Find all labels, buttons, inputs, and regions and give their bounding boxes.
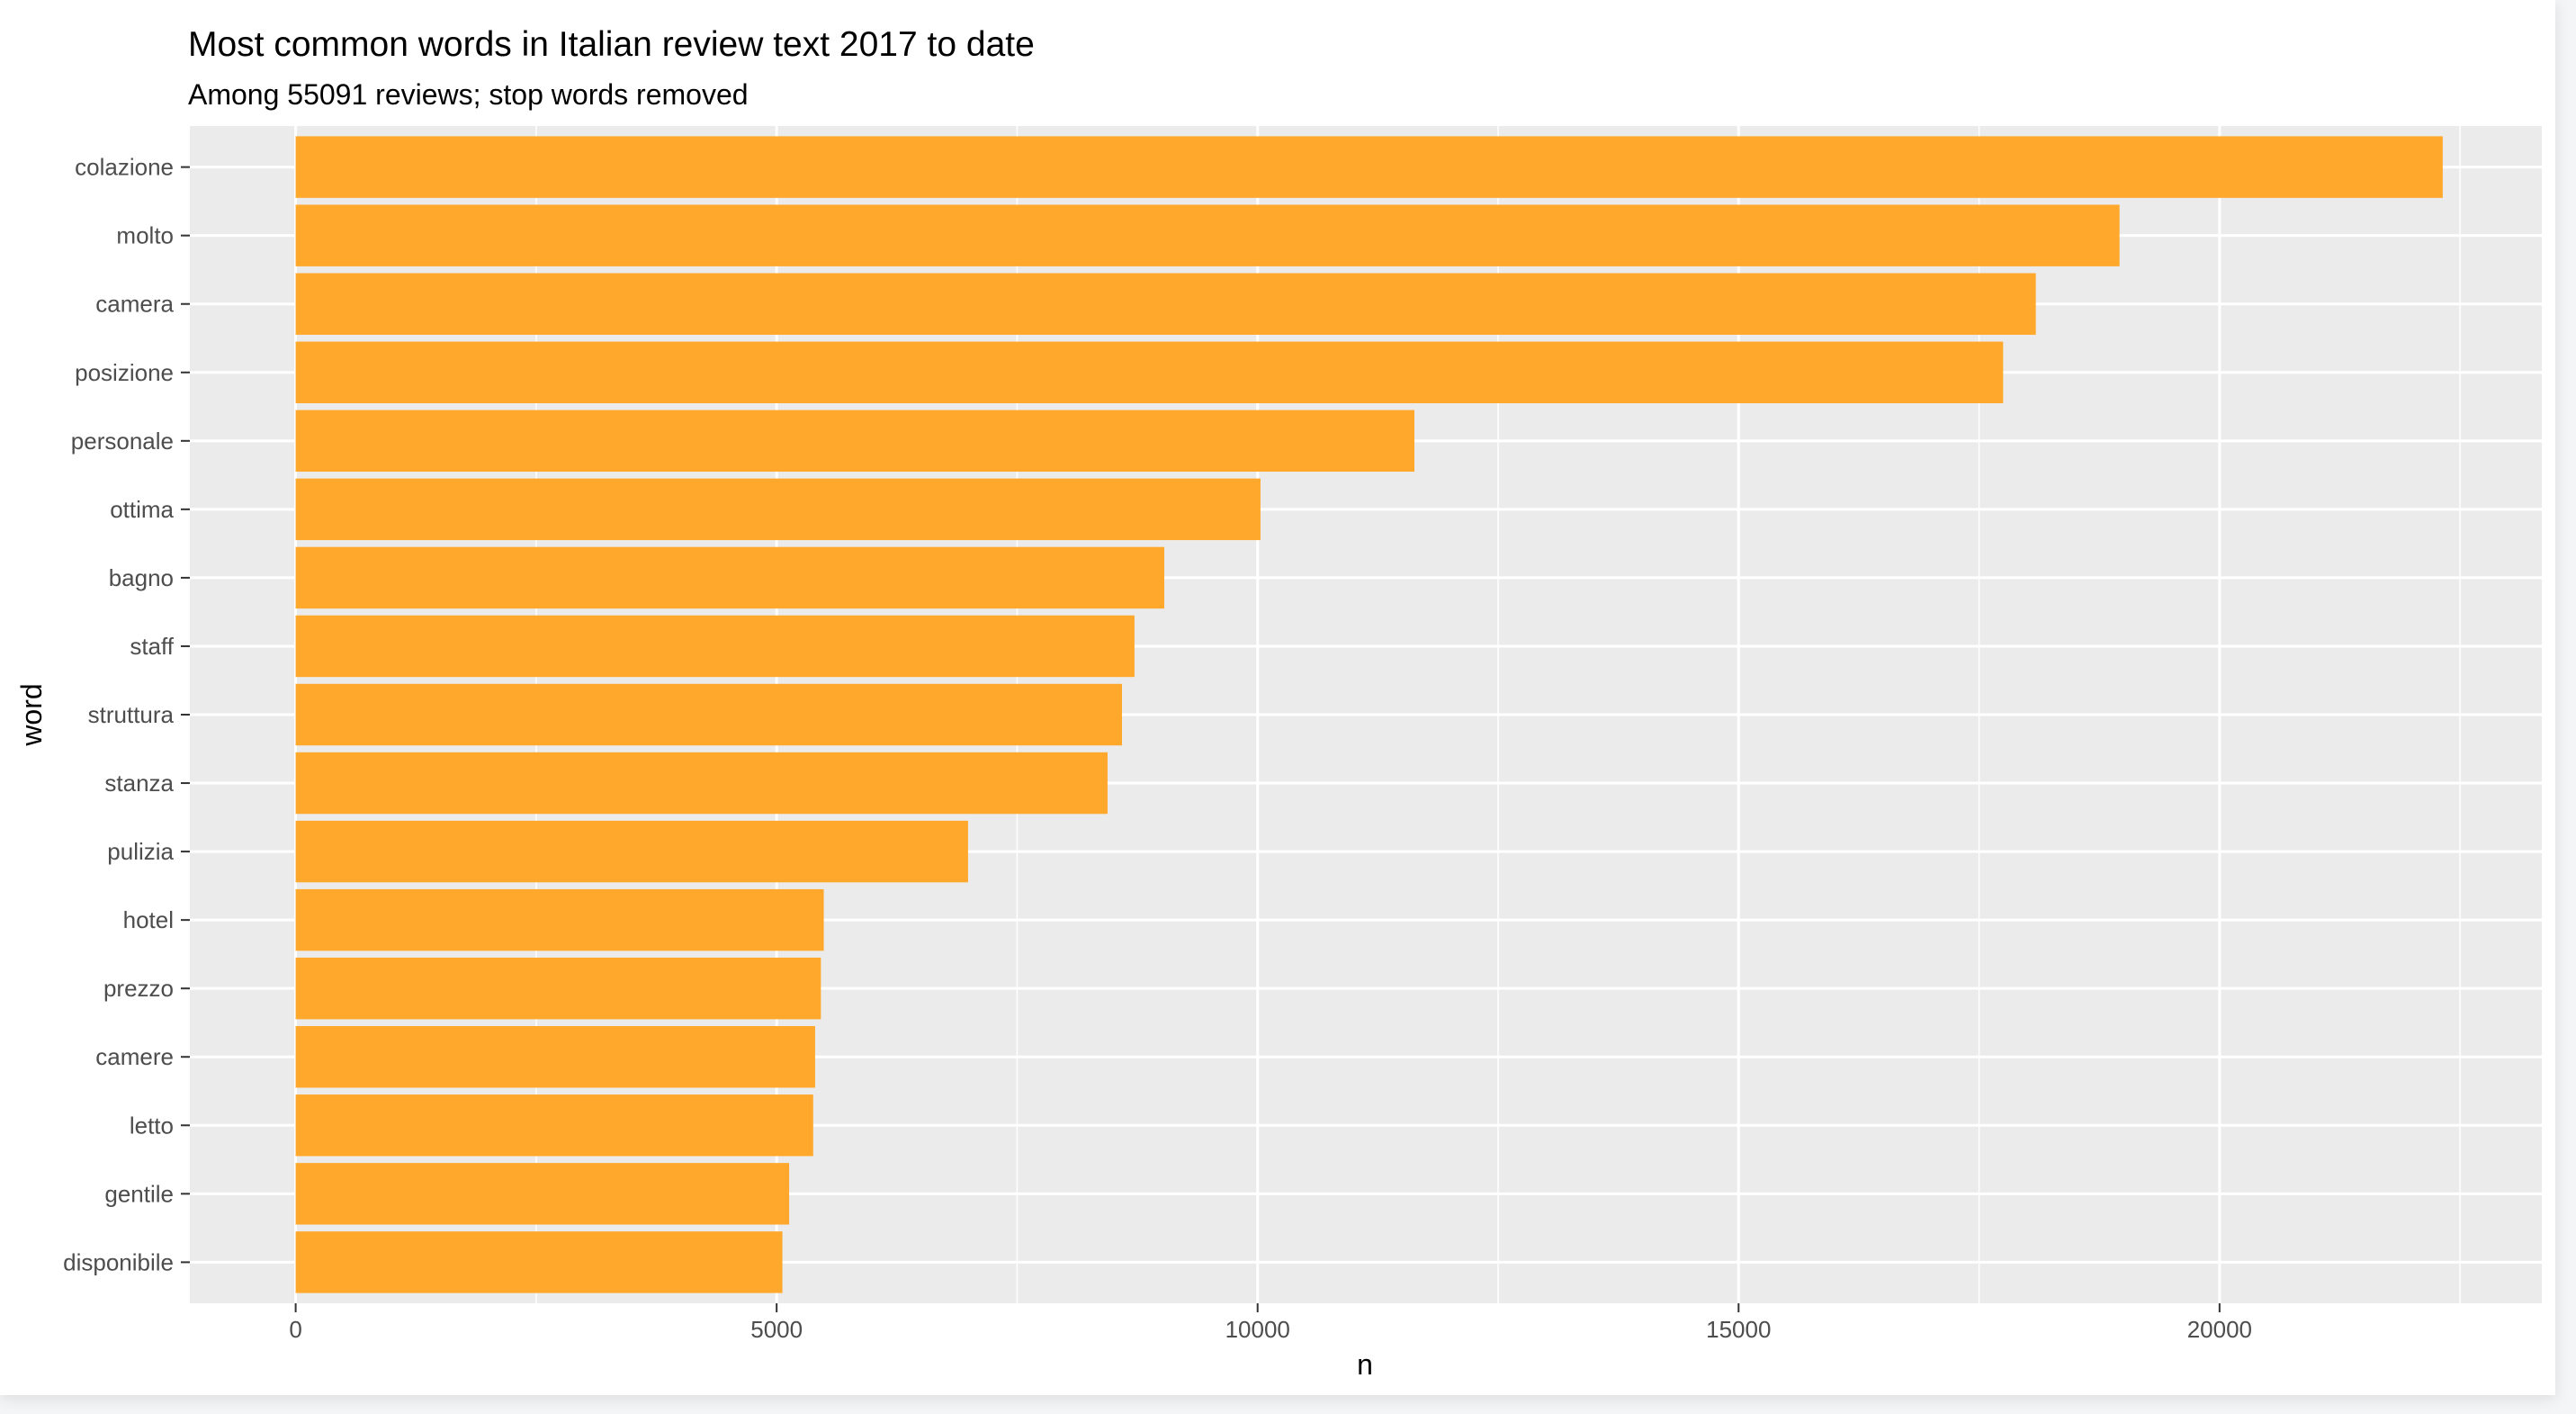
- y-tick-label-struttura: struttura: [88, 701, 175, 728]
- y-tick-label-stanza: stanza: [104, 770, 174, 797]
- x-axis: 0 5000 10000 15000 20000: [289, 1303, 2252, 1343]
- y-tick-label-prezzo: prezzo: [103, 975, 174, 1002]
- bar-stanza: [295, 752, 1108, 815]
- chart-title: Most common words in Italian review text…: [188, 25, 1035, 64]
- bar-letto: [295, 1094, 813, 1157]
- bar-staff: [295, 615, 1135, 678]
- y-tick-label-pulizia: pulizia: [107, 838, 174, 865]
- y-tick-label-posizione: posizione: [75, 359, 174, 386]
- y-tick-label-staff: staff: [130, 633, 174, 660]
- x-tick-label-5000: 5000: [750, 1316, 803, 1343]
- x-tick-label-15000: 15000: [1706, 1316, 1771, 1343]
- x-tick-label-0: 0: [289, 1316, 301, 1343]
- y-tick-label-camere: camere: [95, 1043, 174, 1070]
- x-axis-title: n: [1357, 1348, 1373, 1381]
- bars-group: [295, 136, 2443, 1293]
- bar-camere: [295, 1026, 815, 1088]
- y-tick-label-molto: molto: [116, 222, 174, 249]
- bar-ottima: [295, 478, 1261, 541]
- y-tick-label-letto: letto: [130, 1112, 174, 1139]
- bar-hotel: [295, 888, 824, 951]
- y-tick-label-camera: camera: [95, 291, 174, 318]
- bar-pulizia: [295, 820, 968, 883]
- x-tick-label-20000: 20000: [2187, 1316, 2252, 1343]
- y-tick-label-disponibile: disponibile: [63, 1248, 174, 1275]
- bar-colazione: [295, 136, 2443, 198]
- y-tick-label-ottima: ottima: [110, 496, 174, 523]
- y-tick-label-gentile: gentile: [104, 1180, 174, 1207]
- bar-posizione: [295, 341, 2004, 403]
- y-tick-label-hotel: hotel: [123, 906, 174, 933]
- y-tick-label-personale: personale: [71, 428, 174, 455]
- y-tick-label-colazione: colazione: [75, 154, 174, 181]
- y-tick-label-bagno: bagno: [109, 564, 174, 591]
- x-tick-label-10000: 10000: [1225, 1316, 1290, 1343]
- y-axis: colazione molto camera posizione personale ot…: [63, 154, 190, 1275]
- bar-molto: [295, 204, 2120, 266]
- bar-camera: [295, 273, 2036, 335]
- bar-gentile: [295, 1163, 790, 1225]
- chart-subtitle: Among 55091 reviews; stop words removed: [188, 78, 749, 111]
- bar-struttura: [295, 683, 1122, 746]
- bar-bagno: [295, 546, 1165, 609]
- y-axis-title: word: [15, 683, 48, 746]
- bar-disponibile: [295, 1231, 783, 1293]
- bar-personale: [295, 410, 1414, 473]
- bar-prezzo: [295, 957, 821, 1020]
